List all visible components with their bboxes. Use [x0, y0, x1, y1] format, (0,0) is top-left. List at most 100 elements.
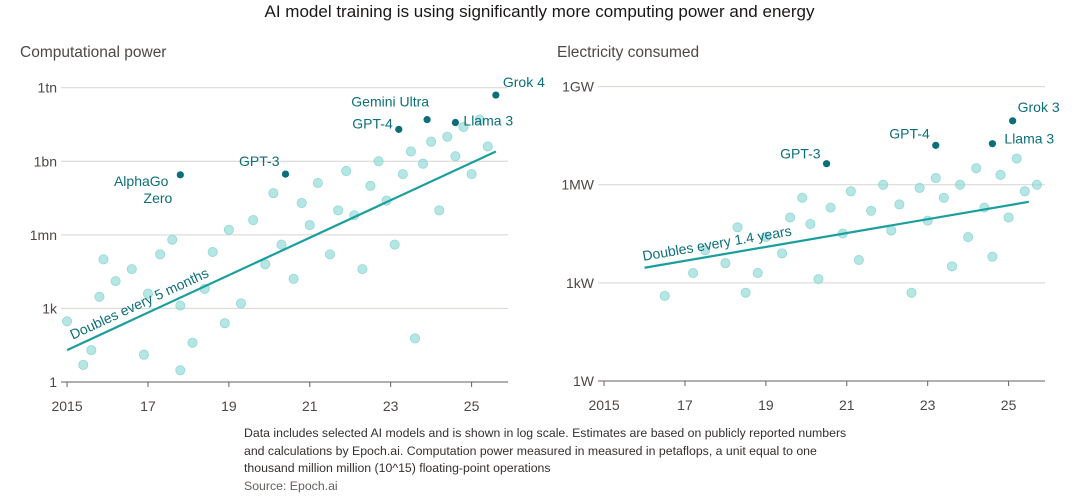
data-point: [442, 131, 453, 142]
highlight-label: Llama 3: [1004, 131, 1054, 147]
data-point: [434, 205, 445, 216]
data-point: [886, 225, 897, 236]
y-tick-label: 1: [49, 374, 57, 390]
charts: Computational power 1 1k 1mn 1bn 1tn 2015 17 19 2…: [20, 44, 1060, 414]
data-point: [797, 192, 808, 203]
highlight-point: [988, 140, 997, 148]
highlight-point: [822, 160, 831, 168]
highlight-point: [176, 171, 184, 179]
data-point: [223, 224, 234, 235]
data-point: [805, 219, 816, 230]
y-tick-label: 1k: [42, 300, 58, 316]
data-point: [94, 291, 105, 302]
data-point: [700, 245, 711, 256]
data-point: [946, 261, 957, 272]
data-point: [894, 199, 905, 210]
data-point: [760, 232, 771, 243]
data-point: [207, 246, 218, 257]
data-point: [785, 212, 796, 223]
data-point: [906, 287, 917, 298]
highlight-point: [932, 141, 940, 149]
data-point: [482, 141, 493, 152]
data-point: [825, 202, 836, 213]
chart-title: Electricity consumed: [557, 44, 699, 61]
data-point: [296, 197, 307, 208]
x-tick-label: 17: [140, 398, 156, 414]
y-tick-label: 1W: [573, 373, 595, 389]
data-point: [175, 300, 186, 311]
data-point: [777, 248, 788, 259]
data-point: [659, 290, 670, 301]
source: Source: Epoch.ai: [244, 478, 338, 493]
data-point: [110, 276, 121, 287]
x-tick-label: 19: [221, 398, 237, 414]
x-tick-label: 25: [1001, 397, 1017, 413]
data-point: [357, 264, 368, 275]
data-point: [914, 182, 925, 193]
trend-label: Doubles every 5 months: [67, 265, 211, 343]
x-tick-label: 21: [302, 398, 318, 414]
y-tick-label: 1tn: [38, 80, 57, 96]
data-point: [1031, 179, 1042, 190]
data-point: [86, 345, 97, 356]
data-point: [389, 239, 400, 250]
highlight-point: [423, 116, 431, 124]
data-point: [418, 158, 429, 169]
highlight-label: GPT-3: [239, 153, 280, 169]
x-tick-label: 21: [839, 397, 855, 413]
main-title: AI model training is using significantly…: [264, 2, 815, 21]
data-point: [1003, 212, 1014, 223]
highlight-label: Gemini Ultra: [351, 94, 429, 110]
x-tick-label: 2015: [588, 397, 619, 413]
y-tick-label: 1bn: [34, 153, 57, 169]
highlight-label: Llama 3: [463, 113, 513, 129]
data-point: [866, 205, 877, 216]
data-point: [78, 359, 89, 370]
data-point: [62, 316, 73, 327]
data-point: [341, 166, 352, 177]
data-point: [987, 251, 998, 262]
x-tick-label: 17: [677, 397, 693, 413]
data-point: [426, 136, 437, 147]
data-point: [333, 205, 344, 216]
highlight-label: GPT-4: [352, 115, 393, 131]
data-point: [930, 173, 941, 184]
x-tick-label: 23: [383, 398, 399, 414]
highlight-label: Grok 3: [1018, 99, 1060, 115]
y-tick-label: 1GW: [562, 79, 595, 95]
data-point: [373, 156, 384, 167]
data-point: [325, 249, 336, 260]
highlight-label: AlphaGo Zero: [114, 173, 173, 206]
data-point: [955, 179, 966, 190]
y-tick-label: 1mn: [30, 227, 57, 243]
data-point: [466, 169, 477, 180]
highlight-point: [281, 170, 290, 178]
data-point: [219, 318, 230, 329]
data-point: [142, 288, 153, 299]
x-tick-label: 25: [464, 398, 480, 414]
footnote: Data includes selected AI models and is …: [244, 426, 847, 475]
data-point: [276, 239, 287, 250]
x-tick-label: 2015: [51, 398, 82, 414]
data-point: [312, 178, 323, 189]
data-point: [740, 287, 751, 298]
data-point: [1019, 186, 1030, 197]
y-tick-label: 1kW: [566, 275, 595, 291]
trend-line: [66, 150, 497, 352]
data-point: [236, 298, 247, 309]
data-point: [155, 249, 166, 260]
highlight-point: [395, 125, 403, 133]
highlight-point: [1009, 117, 1017, 125]
data-point: [187, 337, 198, 348]
data-point: [167, 234, 178, 245]
notes: Data includes selected AI models and is …: [244, 425, 854, 495]
data-point: [458, 121, 469, 132]
trend-line: [644, 200, 1030, 269]
data-point: [752, 268, 763, 279]
data-point: [732, 222, 743, 233]
x-tick-label: 19: [758, 397, 774, 413]
data-point: [845, 186, 856, 197]
highlight-point: [492, 91, 500, 99]
data-point: [268, 188, 279, 199]
